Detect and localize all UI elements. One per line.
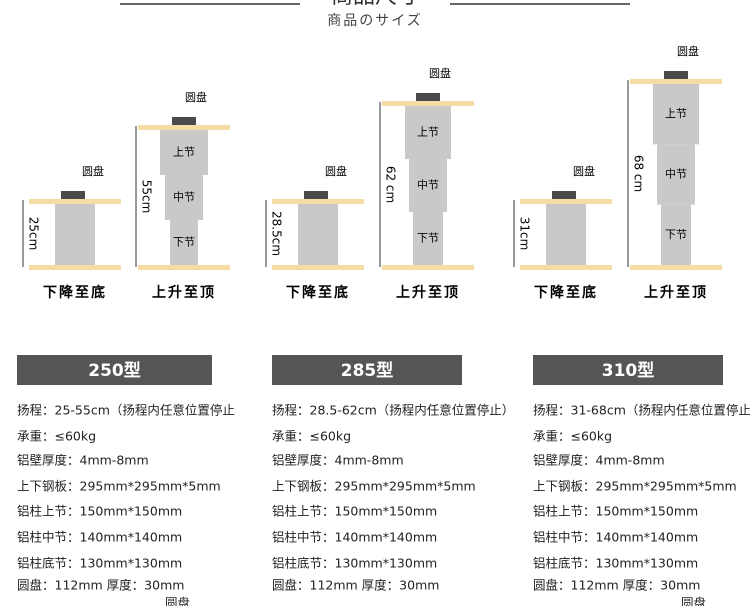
caption: 上升至顶 bbox=[644, 284, 708, 301]
disk-label: 圆盘 bbox=[429, 66, 451, 80]
top-plate bbox=[272, 199, 364, 204]
spec-line: 上下钢板：295mm*295mm*5mm bbox=[17, 479, 221, 494]
spec-line: 铝柱中节：140mm*140mm bbox=[272, 530, 437, 545]
top-plate bbox=[630, 79, 722, 84]
spec-line: 铝壁厚度：4mm-8mm bbox=[17, 453, 149, 468]
spec-line: 承重：≤60kg bbox=[17, 429, 96, 444]
caption: 下降至底 bbox=[43, 284, 107, 301]
disk-label: 圆盘 bbox=[677, 44, 699, 58]
column-segment bbox=[661, 204, 691, 265]
disk bbox=[416, 93, 440, 101]
height-label: 68 cm bbox=[632, 155, 646, 192]
segment-label: 中节 bbox=[665, 168, 687, 181]
model-bar bbox=[17, 355, 212, 385]
base-plate bbox=[520, 265, 612, 270]
spec-line: 承重：≤60kg bbox=[533, 429, 612, 444]
top-plate bbox=[29, 199, 121, 204]
top-plate bbox=[520, 199, 612, 204]
spec-line: 扬程：31-68cm（扬程内任意位置停止 bbox=[533, 403, 750, 418]
disk-label: 圆盘 bbox=[325, 164, 347, 178]
model-name: 310型 bbox=[602, 360, 655, 381]
spec-line: 承重：≤60kg bbox=[272, 429, 351, 444]
spec-line: 上下钢板：295mm*295mm*5mm bbox=[272, 479, 476, 494]
base-plate bbox=[29, 265, 121, 270]
disk bbox=[664, 71, 688, 79]
segment-label: 上节 bbox=[417, 126, 439, 139]
segment-label: 下节 bbox=[665, 228, 687, 241]
spec-line: 圆盘：112mm 厚度：30mm bbox=[533, 578, 700, 593]
height-label: 62 cm bbox=[384, 166, 398, 203]
spec-line: 铝柱底节：130mm*130mm bbox=[17, 556, 182, 571]
spec-line: 铝壁厚度：4mm-8mm bbox=[272, 453, 404, 468]
disk bbox=[304, 191, 328, 199]
model-bar bbox=[533, 355, 723, 385]
disk-label: 圆盘 bbox=[573, 164, 595, 178]
height-label: 55cm bbox=[140, 180, 154, 214]
base-plate bbox=[630, 265, 722, 270]
top-plate bbox=[138, 125, 230, 130]
spec-line: 铝柱中节：140mm*140mm bbox=[533, 530, 698, 545]
spec-line: 铝柱底节：130mm*130mm bbox=[272, 556, 437, 571]
height-label: 25cm bbox=[27, 217, 41, 251]
spec-line: 圆盘：112mm 厚度：30mm bbox=[17, 578, 184, 593]
disk-label: 圆盘 bbox=[185, 90, 207, 104]
column bbox=[55, 204, 95, 265]
spec-line: 铝壁厚度：4mm-8mm bbox=[533, 453, 665, 468]
spec-line: 上下钢板：295mm*295mm*5mm bbox=[533, 479, 737, 494]
column-segment bbox=[170, 220, 198, 265]
column-segment bbox=[409, 159, 447, 212]
spec-line: 圆盘：112mm 厚度：30mm bbox=[272, 578, 439, 593]
segment-label: 上节 bbox=[665, 107, 687, 120]
column-segment bbox=[657, 144, 695, 205]
disk bbox=[61, 191, 85, 199]
caption: 下降至底 bbox=[534, 284, 598, 301]
disk bbox=[172, 117, 196, 125]
base-plate bbox=[138, 265, 230, 270]
model-name: 285型 bbox=[341, 360, 394, 381]
top-plate bbox=[382, 101, 474, 106]
spec-line: 扬程：28.5-62cm（扬程内任意位置停止） bbox=[272, 403, 514, 418]
spec-line: 铝柱上节：150mm*150mm bbox=[272, 504, 437, 519]
column-segment bbox=[653, 84, 699, 145]
header-subtitle: 商品のサイズ bbox=[327, 13, 423, 29]
model-name: 250型 bbox=[88, 360, 141, 381]
spec-line: 铝柱底节：130mm*130mm bbox=[533, 556, 698, 571]
base-plate bbox=[272, 265, 364, 270]
spec-line: 圆盘 bbox=[165, 596, 190, 606]
caption: 上升至顶 bbox=[396, 284, 460, 301]
column-segment bbox=[160, 130, 208, 175]
spec-line: 铝柱中节：140mm*140mm bbox=[17, 530, 182, 545]
spec-line: 铝柱上节：150mm*150mm bbox=[533, 504, 698, 519]
disk bbox=[552, 191, 576, 199]
caption: 上升至顶 bbox=[152, 284, 216, 301]
column-segment bbox=[413, 212, 443, 265]
column bbox=[546, 204, 586, 265]
segment-label: 下节 bbox=[173, 236, 195, 249]
spec-line: 铝柱上节：150mm*150mm bbox=[17, 504, 182, 519]
disk-label: 圆盘 bbox=[82, 164, 104, 178]
segment-label: 中节 bbox=[173, 191, 195, 204]
height-label: 31cm bbox=[518, 217, 532, 251]
segment-label: 中节 bbox=[417, 179, 439, 192]
base-plate bbox=[382, 265, 474, 270]
model-bar bbox=[272, 355, 462, 385]
column-segment bbox=[165, 175, 203, 220]
header-title: 商品尺寸 bbox=[331, 0, 419, 9]
segment-label: 下节 bbox=[417, 232, 439, 245]
caption: 下降至底 bbox=[286, 284, 350, 301]
segment-label: 上节 bbox=[173, 146, 195, 159]
column bbox=[298, 204, 338, 265]
spec-line: 扬程：25-55cm（扬程内任意位置停止 bbox=[17, 403, 235, 418]
column-segment bbox=[405, 106, 451, 159]
spec-line: 圆盘 bbox=[681, 596, 706, 606]
height-label: 28.5cm bbox=[270, 211, 284, 256]
